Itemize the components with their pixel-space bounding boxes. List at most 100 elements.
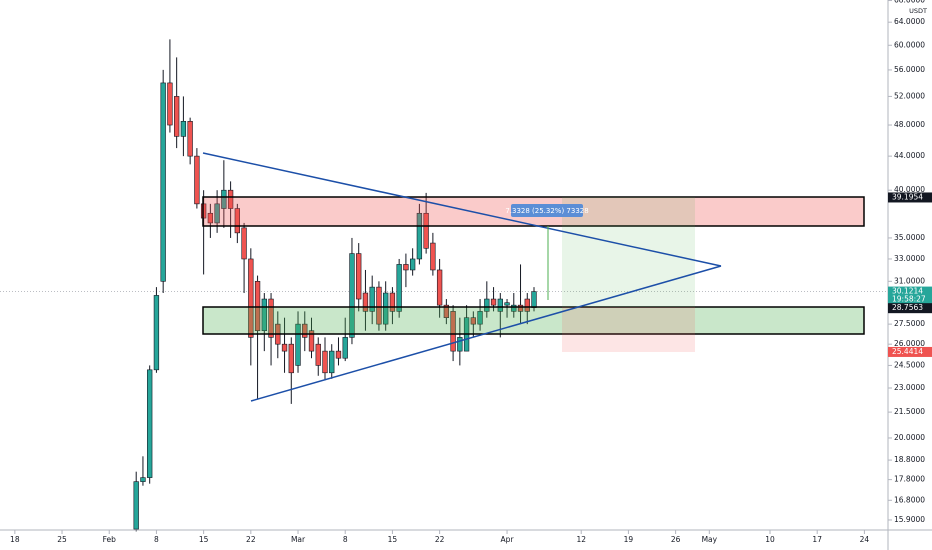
drawings: 7.3328 (25.32%) 73328 — [202, 152, 865, 402]
y-tick-label: 68.0000 — [894, 0, 925, 5]
candle-body — [356, 253, 362, 300]
candle-body — [389, 292, 396, 312]
x-tick-label: 10 — [765, 535, 775, 544]
candle-body — [383, 292, 389, 325]
y-tick-label: 64.0000 — [894, 17, 925, 26]
y-tick-label: 56.0000 — [894, 65, 925, 74]
candle-body — [409, 258, 416, 271]
candle-body — [214, 203, 220, 224]
candle-body — [477, 311, 483, 325]
y-tick-label: 52.0000 — [894, 91, 925, 100]
candle-body — [376, 286, 382, 325]
candle-body — [470, 317, 476, 325]
countdown: 19:58:27 — [892, 295, 926, 304]
candle-body — [254, 281, 261, 331]
unit-label: USDT — [909, 7, 927, 15]
y-tick-label: 44.0000 — [894, 151, 925, 160]
x-tick-label: Feb — [103, 535, 117, 544]
candle-body — [423, 212, 429, 249]
candle-body — [315, 343, 321, 366]
candle-body — [490, 298, 497, 306]
y-tick-label: 23.0000 — [894, 383, 925, 392]
candle-body — [504, 302, 510, 306]
x-tick-label: 15 — [199, 535, 209, 544]
candle-body — [227, 189, 234, 209]
candle-body — [531, 291, 537, 308]
candle-body — [248, 258, 254, 338]
x-tick-label: 8 — [154, 535, 159, 544]
candle-body — [221, 189, 227, 209]
candle-body — [133, 481, 139, 530]
candle-body — [342, 337, 348, 359]
candle-body — [268, 298, 274, 338]
y-tick-label: 18.8000 — [894, 455, 925, 464]
y-tick-label: 21.5000 — [894, 407, 925, 416]
y-tick-label: 48.0000 — [894, 120, 925, 129]
long-target — [562, 197, 695, 307]
candle-body — [153, 295, 160, 371]
candle-body — [160, 82, 166, 282]
long-stop — [562, 307, 695, 352]
candle-body — [281, 343, 288, 352]
x-tick-label: 12 — [576, 535, 586, 544]
measure-label: 7.3328 (25.32%) 73328 — [505, 207, 588, 215]
y-tick-label: 20.0000 — [894, 433, 925, 442]
candle-body — [403, 264, 409, 271]
x-tick-label: 24 — [860, 535, 870, 544]
x-tick-label: 15 — [388, 535, 398, 544]
x-tick-label: 26 — [671, 535, 681, 544]
candle-body — [147, 369, 153, 478]
candle-body — [517, 304, 524, 312]
price-label: 25.4414 — [892, 347, 923, 356]
x-tick-label: 25 — [57, 535, 67, 544]
y-tick-label: 24.5000 — [894, 360, 925, 369]
x-tick-label: Mar — [291, 535, 306, 544]
y-tick-label: 16.8000 — [894, 495, 925, 504]
x-tick-label: 22 — [435, 535, 445, 544]
candle-body — [295, 323, 301, 366]
candle-body — [484, 298, 490, 312]
x-tick-label: 19 — [624, 535, 634, 544]
x-tick-label: Apr — [501, 535, 515, 544]
candle-body — [457, 337, 463, 352]
trend-line — [250, 265, 722, 402]
candle-body — [362, 292, 369, 312]
candle-body — [369, 286, 375, 312]
candle-body — [261, 298, 267, 331]
candle-body — [194, 155, 200, 205]
trend-line — [202, 152, 722, 267]
candle-body — [349, 253, 355, 338]
y-tick-label: 33.0000 — [894, 254, 925, 263]
price-label: 39.1954 — [892, 192, 923, 201]
candle-body — [241, 227, 247, 260]
price-label-box — [888, 346, 932, 357]
candle-body — [234, 208, 240, 234]
candle-body — [443, 304, 450, 318]
price-label: 28.7563 — [892, 303, 923, 312]
candle-body — [524, 298, 530, 312]
price-label-box — [888, 303, 932, 314]
candle-body — [450, 311, 456, 352]
y-tick-label: 27.5000 — [894, 319, 925, 328]
candle-body — [167, 82, 173, 126]
x-tick-label: 18 — [10, 535, 20, 544]
candle-body — [288, 343, 294, 374]
axes: 68.0000 64.0000 60.0000 56.0000 52.0000 48.00… — [10, 0, 932, 544]
candle-body — [180, 121, 187, 137]
candle-body — [335, 350, 342, 359]
price-label: 30.1214 — [892, 287, 923, 296]
y-tick-label: 31.0000 — [894, 276, 925, 285]
y-tick-label: 26.0000 — [894, 339, 925, 348]
y-tick-label: 60.0000 — [894, 40, 925, 49]
price-label-box — [888, 286, 932, 305]
candle-body — [396, 264, 402, 312]
measure-box — [511, 204, 583, 217]
y-tick-label: 35.0000 — [894, 233, 925, 242]
candle-body — [187, 121, 193, 157]
y-tick-label: 17.8000 — [894, 475, 925, 484]
y-tick-label: 40.0000 — [894, 185, 925, 194]
candle-body — [329, 350, 335, 374]
candle-body — [140, 477, 146, 482]
candle-body — [436, 269, 443, 306]
